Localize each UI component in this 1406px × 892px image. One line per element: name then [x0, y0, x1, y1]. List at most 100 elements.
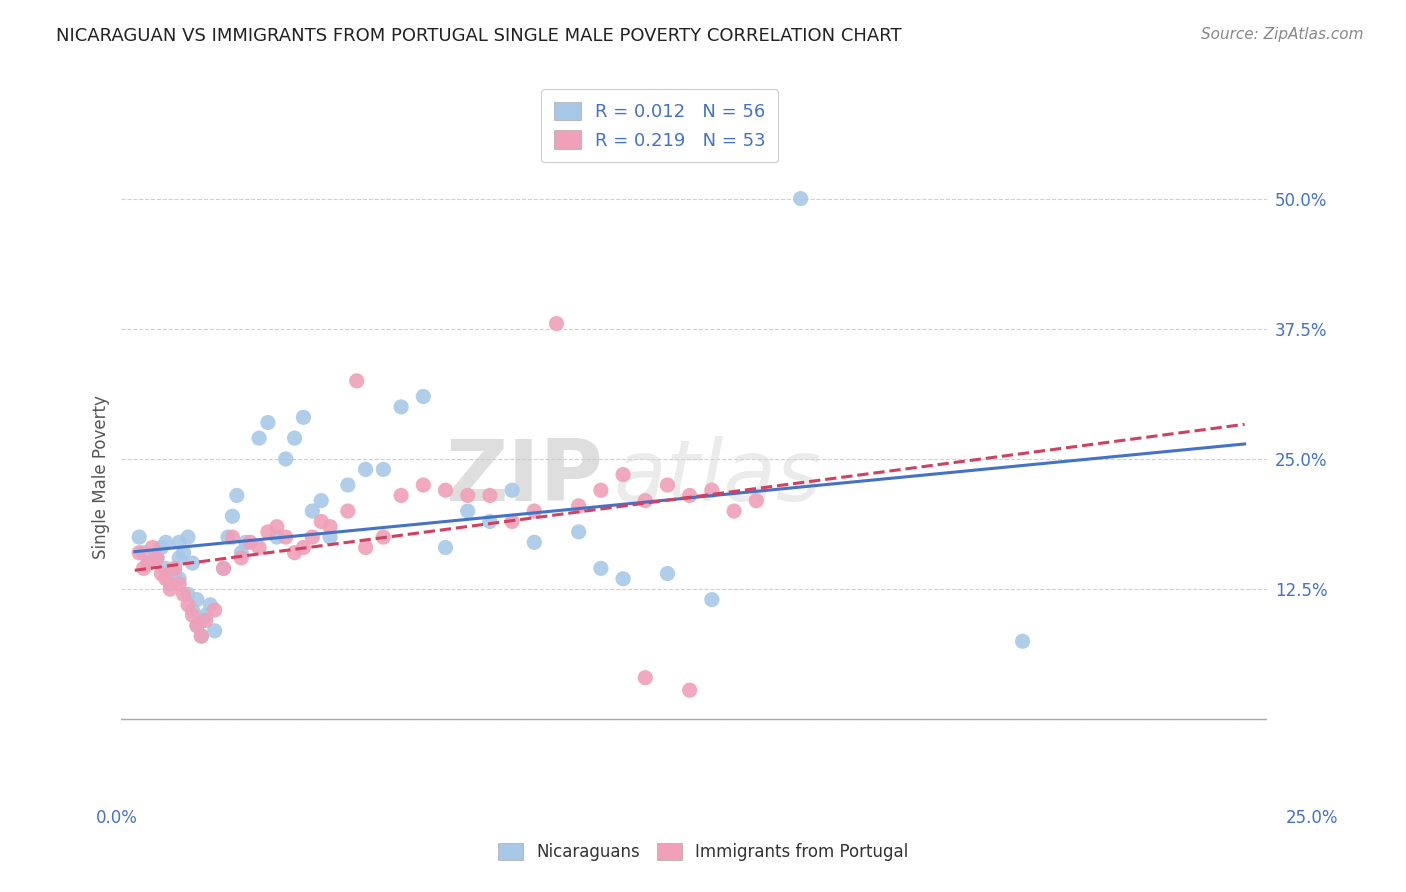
Point — [155, 572, 177, 586]
Point — [181, 556, 204, 570]
Point — [257, 524, 280, 539]
Point — [257, 416, 280, 430]
Point — [141, 541, 163, 555]
Point — [159, 577, 181, 591]
Point — [745, 493, 768, 508]
Point — [389, 488, 412, 502]
Point — [231, 546, 253, 560]
Legend: Nicaraguans, Immigrants from Portugal: Nicaraguans, Immigrants from Portugal — [491, 836, 915, 868]
Point — [457, 488, 479, 502]
Point — [221, 530, 243, 544]
Point — [589, 561, 612, 575]
Point — [568, 524, 591, 539]
Point — [389, 400, 412, 414]
Point — [146, 550, 169, 565]
Point — [204, 624, 226, 638]
Point — [309, 493, 332, 508]
Point — [136, 556, 159, 570]
Point — [412, 390, 434, 404]
Point — [239, 535, 262, 549]
Point — [181, 603, 204, 617]
Point — [523, 535, 546, 549]
Point — [150, 541, 173, 555]
Y-axis label: Single Male Poverty: Single Male Poverty — [93, 395, 110, 559]
Text: ZIP: ZIP — [444, 435, 603, 519]
Point — [634, 671, 657, 685]
Point — [173, 587, 195, 601]
Point — [354, 462, 377, 476]
Point — [284, 431, 307, 445]
Point — [373, 462, 395, 476]
Point — [163, 566, 186, 581]
Point — [190, 629, 212, 643]
Point — [457, 504, 479, 518]
Point — [163, 561, 186, 575]
Point — [212, 561, 235, 575]
Point — [190, 629, 212, 643]
Legend: R = 0.012   N = 56, R = 0.219   N = 53: R = 0.012 N = 56, R = 0.219 N = 53 — [541, 89, 779, 162]
Point — [700, 483, 723, 498]
Point — [132, 546, 155, 560]
Point — [155, 561, 177, 575]
Point — [284, 546, 307, 560]
Point — [274, 530, 297, 544]
Point — [319, 519, 342, 533]
Point — [190, 614, 212, 628]
Point — [546, 317, 568, 331]
Point — [235, 535, 257, 549]
Point — [167, 550, 190, 565]
Point — [167, 572, 190, 586]
Point — [346, 374, 368, 388]
Point — [319, 530, 342, 544]
Point — [1011, 634, 1033, 648]
Point — [266, 519, 288, 533]
Point — [274, 452, 297, 467]
Point — [679, 683, 702, 698]
Point — [568, 499, 591, 513]
Text: Source: ZipAtlas.com: Source: ZipAtlas.com — [1201, 27, 1364, 42]
Point — [186, 592, 208, 607]
Point — [167, 577, 190, 591]
Point — [336, 478, 359, 492]
Point — [128, 530, 150, 544]
Point — [612, 467, 634, 482]
Point — [292, 541, 315, 555]
Point — [177, 598, 200, 612]
Point — [634, 493, 657, 508]
Point — [434, 483, 457, 498]
Point — [194, 614, 217, 628]
Point — [434, 541, 457, 555]
Point — [501, 483, 523, 498]
Point — [231, 550, 253, 565]
Point — [301, 504, 323, 518]
Point — [200, 598, 222, 612]
Point — [177, 587, 200, 601]
Point — [373, 530, 395, 544]
Point — [155, 535, 177, 549]
Point — [612, 572, 634, 586]
Text: NICARAGUAN VS IMMIGRANTS FROM PORTUGAL SINGLE MALE POVERTY CORRELATION CHART: NICARAGUAN VS IMMIGRANTS FROM PORTUGAL S… — [56, 27, 901, 45]
Point — [204, 603, 226, 617]
Point — [309, 515, 332, 529]
Point — [247, 431, 270, 445]
Point — [266, 530, 288, 544]
Point — [700, 592, 723, 607]
Point — [301, 530, 323, 544]
Point — [723, 504, 745, 518]
Point — [132, 561, 155, 575]
Text: 0.0%: 0.0% — [96, 809, 138, 827]
Point — [247, 541, 270, 555]
Point — [159, 582, 181, 597]
Point — [336, 504, 359, 518]
Point — [217, 530, 239, 544]
Point — [523, 504, 546, 518]
Point — [186, 618, 208, 632]
Point — [181, 608, 204, 623]
Point — [501, 515, 523, 529]
Point — [354, 541, 377, 555]
Point — [292, 410, 315, 425]
Point — [478, 488, 501, 502]
Point — [221, 509, 243, 524]
Point — [657, 566, 679, 581]
Point — [177, 530, 200, 544]
